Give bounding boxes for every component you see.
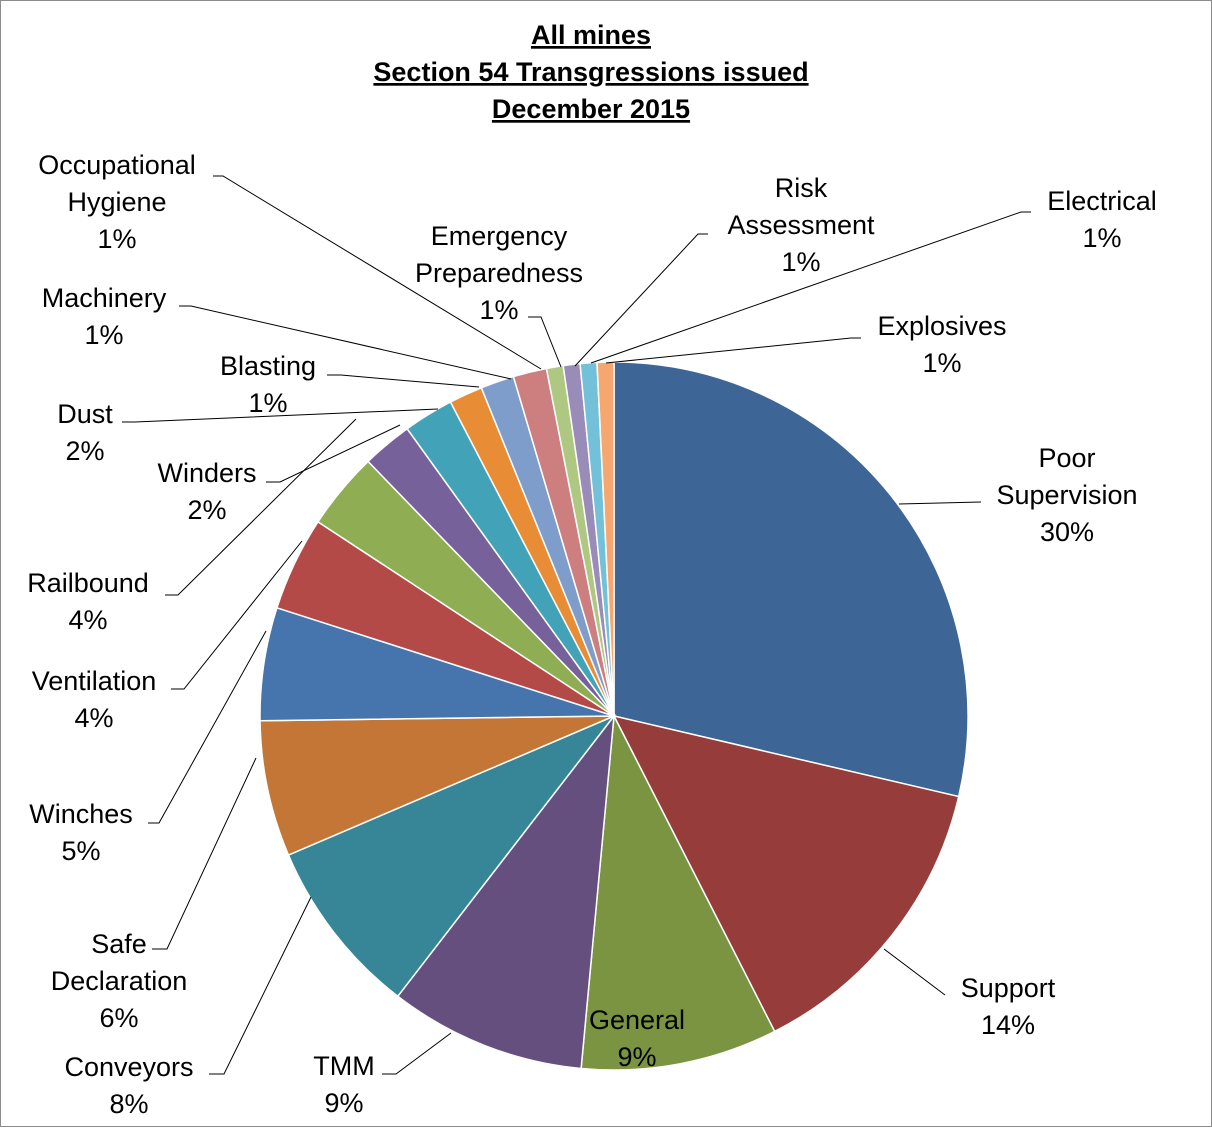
slice-label-winches: Winches — [29, 799, 133, 829]
slice-percent-occupational-hygiene: 1% — [97, 224, 136, 254]
leader-line-winches — [148, 630, 267, 824]
leader-line-emergency-preparedness — [528, 316, 562, 368]
slice-label-winders: Winders — [157, 458, 256, 488]
slice-label-risk-assessment: Risk — [775, 173, 828, 203]
chart-title-line-1: All mines — [531, 20, 651, 50]
leader-line-electrical — [590, 211, 1031, 364]
slice-percent-poor-supervision: 30% — [1040, 517, 1094, 547]
pie-slice-conveyors — [287, 714, 617, 998]
slice-percent-railbound: 4% — [68, 605, 107, 635]
pie-slice-general — [580, 713, 776, 1071]
pie-slices — [259, 361, 969, 1071]
slice-percent-safe-declaration: 6% — [99, 1003, 138, 1033]
slice-percent-ventilation: 4% — [74, 703, 113, 733]
slice-label-poor-supervision: Supervision — [996, 480, 1137, 510]
slice-label-risk-assessment: Assessment — [727, 210, 875, 240]
slice-label-emergency-preparedness: Preparedness — [415, 258, 583, 288]
leader-line-ventilation — [171, 540, 303, 690]
leader-line-occupational-hygiene — [213, 175, 542, 370]
slice-label-blasting: Blasting — [220, 351, 316, 381]
slice-label-poor-supervision: Poor — [1038, 443, 1095, 473]
slice-label-ventilation: Ventilation — [32, 666, 157, 696]
slice-percent-dust: 2% — [65, 436, 104, 466]
pie-slice-poor-supervision — [613, 361, 969, 798]
leader-line-support — [883, 948, 946, 996]
slice-percent-tmm: 9% — [324, 1088, 363, 1118]
slice-label-occupational-hygiene: Occupational — [38, 150, 196, 180]
slice-label-support: Support — [961, 973, 1056, 1003]
leader-line-machinery — [179, 305, 512, 380]
slice-percent-winches: 5% — [61, 836, 100, 866]
slice-label-railbound: Railbound — [27, 568, 149, 598]
slice-percent-machinery: 1% — [84, 320, 123, 350]
leader-line-safe-declaration — [152, 757, 257, 950]
pie-slice-support — [612, 714, 960, 1033]
leader-line-blasting — [327, 374, 480, 388]
slice-label-tmm: TMM — [313, 1051, 374, 1081]
leader-lines — [122, 175, 1031, 1075]
slice-label-emergency-preparedness: Emergency — [431, 221, 568, 251]
leader-line-railbound — [165, 418, 357, 596]
slice-label-explosives: Explosives — [877, 311, 1006, 341]
slice-percent-general: 9% — [617, 1042, 656, 1072]
slice-label-machinery: Machinery — [42, 283, 167, 313]
slice-label-general: General — [589, 1005, 685, 1035]
slice-percent-conveyors: 8% — [109, 1089, 148, 1119]
slice-label-occupational-hygiene: Hygiene — [67, 187, 166, 217]
slice-label-conveyors: Conveyors — [64, 1052, 193, 1082]
slice-percent-blasting: 1% — [248, 388, 287, 418]
leader-line-conveyors — [209, 896, 312, 1075]
slice-percent-explosives: 1% — [922, 348, 961, 378]
slice-percent-winders: 2% — [187, 495, 226, 525]
leader-line-risk-assessment — [574, 233, 708, 367]
slice-percent-support: 14% — [981, 1010, 1035, 1040]
pie-slice-safe-declaration — [259, 715, 615, 857]
slice-percent-electrical: 1% — [1082, 223, 1121, 253]
leader-line-dust — [122, 408, 439, 423]
slice-label-electrical: Electrical — [1047, 186, 1157, 216]
chart-title-line-2: Section 54 Transgressions issued — [373, 57, 808, 87]
chart-title: All mines Section 54 Transgressions issu… — [373, 20, 808, 124]
slice-label-safe-declaration: Declaration — [51, 966, 188, 996]
slice-label-dust: Dust — [57, 399, 113, 429]
leader-line-winders — [266, 424, 401, 483]
chart-title-line-3: December 2015 — [492, 94, 690, 124]
leader-line-tmm — [382, 1032, 452, 1075]
leader-line-explosives — [605, 337, 861, 364]
slice-percent-risk-assessment: 1% — [781, 247, 820, 277]
leader-line-poor-supervision — [898, 501, 982, 505]
slice-percent-emergency-preparedness: 1% — [479, 295, 518, 325]
pie-slice-tmm — [396, 713, 615, 1070]
slice-labels: Poor Supervision 30% Support 14% General 9% TMM… — [27, 150, 1157, 1119]
slice-label-safe-declaration: Safe — [91, 929, 147, 959]
